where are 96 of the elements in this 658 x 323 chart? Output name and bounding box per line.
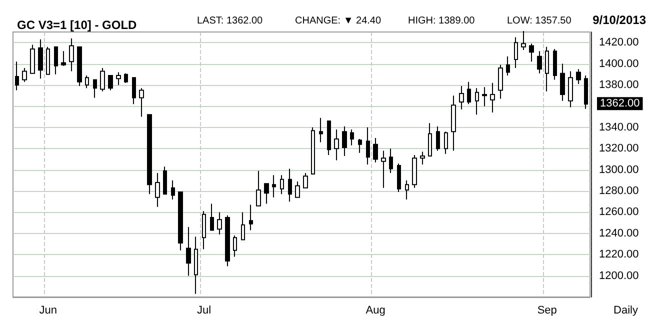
candlestick — [412, 154, 417, 188]
candlestick — [529, 43, 534, 62]
candlestick — [482, 86, 487, 107]
candlestick — [560, 63, 565, 102]
candlestick — [311, 126, 315, 175]
text: LAST: 1362.00 — [197, 16, 264, 26]
candlestick — [420, 151, 425, 165]
candlestick — [132, 77, 136, 105]
candlestick — [116, 72, 121, 86]
y-tick-label: 1320.00 — [599, 142, 639, 155]
candlestick — [467, 81, 471, 105]
y-tick-label: 1220.00 — [599, 248, 639, 261]
y-tick-label: 1280.00 — [599, 185, 639, 197]
text: LOW: 1357.50 — [507, 16, 572, 26]
candlestick — [327, 120, 331, 156]
candlestick — [358, 138, 362, 154]
chart-title: GC V3=1 [10] - GOLD — [17, 18, 138, 32]
candlestick — [178, 192, 183, 251]
candlestick — [436, 126, 440, 152]
candlestick — [451, 95, 456, 152]
candlestick — [85, 74, 89, 89]
candlestick — [124, 72, 128, 84]
candlestick — [280, 174, 284, 195]
y-tick-label: 1200.00 — [599, 270, 639, 282]
candlestick — [139, 88, 144, 118]
candlestick — [405, 180, 409, 200]
x-tick-label: Aug — [366, 304, 386, 316]
candlestick — [553, 48, 557, 80]
candlestick — [61, 50, 66, 66]
y-tick-label: 1300.00 — [599, 164, 639, 176]
candlestick — [545, 46, 549, 92]
candlestick — [38, 38, 43, 80]
candlestick — [350, 129, 354, 146]
text: CHANGE: ▼ 24.40 — [295, 16, 382, 26]
candlestick — [444, 131, 448, 154]
candlestick — [225, 214, 230, 267]
candlestick — [272, 174, 276, 198]
candlestick — [288, 168, 292, 202]
candlestick — [319, 117, 323, 143]
candlestick — [46, 46, 50, 75]
x-tick-label: Jul — [197, 304, 212, 316]
y-tick-label: 1340.00 — [599, 121, 639, 134]
text: 1362.00 — [600, 98, 640, 110]
candlestick — [100, 68, 105, 92]
candlestick — [256, 170, 261, 206]
candlestick — [69, 38, 74, 72]
candlestick — [93, 79, 97, 98]
y-tick-label: 1240.00 — [599, 227, 639, 240]
candlestick — [366, 126, 370, 165]
candlestick — [334, 129, 339, 161]
y-tick-label: 1380.00 — [599, 79, 639, 91]
candlestick — [498, 64, 503, 100]
candlestick — [186, 226, 191, 276]
candlestick — [249, 204, 253, 231]
candlestick — [241, 212, 245, 240]
candlestick — [54, 46, 58, 75]
candlestick — [584, 74, 588, 110]
candlestick — [171, 180, 175, 200]
y-tick-label: 1420.00 — [599, 36, 639, 49]
candlestick — [490, 82, 495, 114]
candlestick — [514, 36, 518, 69]
candlestick — [303, 172, 308, 188]
text: HIGH: 1389.00 — [408, 16, 476, 26]
candlestick — [576, 68, 581, 84]
candlestick — [108, 74, 113, 91]
candlestick — [194, 236, 198, 294]
y-tick-label: 1400.00 — [599, 58, 639, 70]
candlestick — [568, 70, 573, 108]
x-tick-label: Jun — [39, 304, 57, 316]
candlestick — [389, 148, 393, 174]
candlestick — [217, 212, 222, 235]
candlestick — [506, 56, 510, 76]
candlestick — [264, 183, 269, 204]
candlestick — [163, 166, 167, 195]
candlestick — [459, 86, 464, 110]
candlestick — [77, 46, 82, 87]
candlestick — [373, 138, 378, 163]
candlestick — [202, 210, 206, 250]
candlestick — [397, 162, 401, 193]
candlestick — [15, 61, 19, 91]
candlestick — [537, 50, 542, 74]
candlestick — [233, 235, 237, 258]
text: 9/10/2013 — [592, 13, 646, 27]
x-tick-label: Sep — [537, 304, 557, 316]
candlestick — [210, 203, 214, 231]
candlestick — [155, 172, 160, 208]
candlestick — [428, 122, 432, 157]
candlestick — [30, 44, 35, 74]
candlestick — [342, 126, 347, 157]
text: Daily — [614, 304, 638, 316]
y-tick-label: 1260.00 — [599, 206, 639, 218]
candlestick — [381, 150, 386, 188]
candlestick — [147, 114, 152, 195]
candlestick — [22, 68, 27, 82]
candlestick — [475, 88, 479, 116]
candlestick — [295, 180, 300, 198]
